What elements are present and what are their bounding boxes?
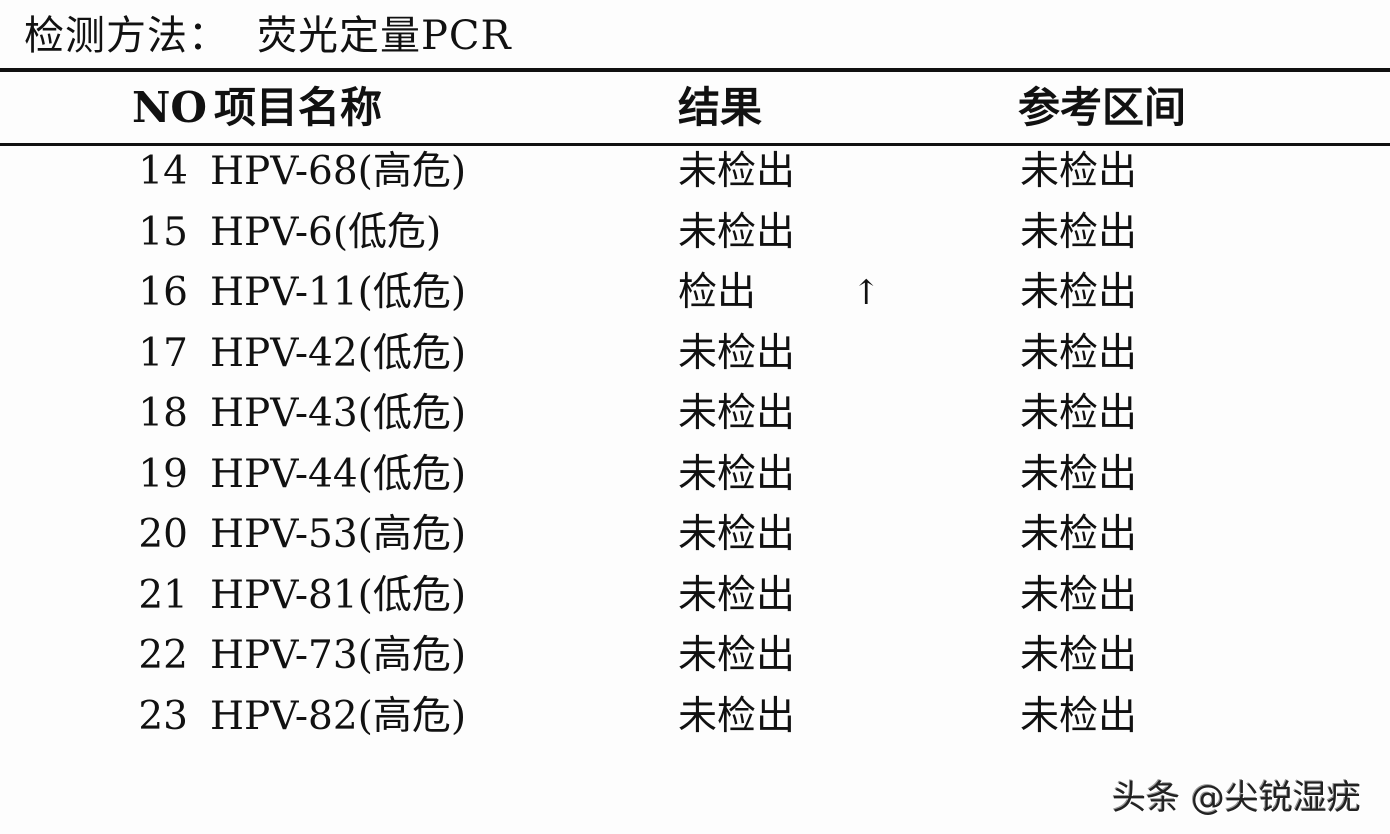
table-row: 23 HPV-82(高危) 未检出 未检出 <box>0 687 1390 747</box>
header-reference: 参考区间 <box>1018 83 1187 132</box>
watermark: 头条 @尖锐湿疣 <box>1112 778 1361 818</box>
cell-no: 16 <box>138 270 188 315</box>
cell-name: HPV-11(低危) <box>210 270 467 315</box>
cell-name: HPV-53(高危) <box>210 512 467 557</box>
header-no: NO <box>132 83 207 132</box>
cell-no: 14 <box>138 149 188 194</box>
table-row: 20 HPV-53(高危) 未检出 未检出 <box>0 505 1390 565</box>
cell-result: 检出 <box>678 270 757 315</box>
cell-reference: 未检出 <box>1020 451 1138 497</box>
cell-result: 未检出 <box>678 391 796 436</box>
test-method-value: 荧光定量PCR <box>257 13 512 59</box>
cell-name: HPV-73(高危) <box>210 633 467 678</box>
cell-reference: 未检出 <box>1020 633 1138 678</box>
cell-name: HPV-43(低危) <box>210 391 467 436</box>
cell-result: 未检出 <box>678 572 796 618</box>
cell-reference: 未检出 <box>1020 209 1138 255</box>
cell-result: 未检出 <box>678 149 796 194</box>
abnormal-flag: ↑ <box>852 273 881 313</box>
cell-result: 未检出 <box>678 512 796 557</box>
cell-result: 未检出 <box>678 451 796 497</box>
test-method: 检测方法： 荧光定量PCR <box>24 8 512 64</box>
table-row: 14 HPV-68(高危) 未检出 未检出 <box>0 142 1390 202</box>
cell-name: HPV-44(低危) <box>210 451 467 497</box>
table-row: 22 HPV-73(高危) 未检出 未检出 <box>0 626 1390 686</box>
table-row: 19 HPV-44(低危) 未检出 未检出 <box>0 445 1390 505</box>
table-row: 17 HPV-42(低危) 未检出 未检出 <box>0 324 1390 384</box>
cell-no: 23 <box>138 693 188 739</box>
cell-result: 未检出 <box>678 330 796 376</box>
cell-no: 19 <box>138 451 188 497</box>
cell-reference: 未检出 <box>1020 572 1138 618</box>
cell-reference: 未检出 <box>1020 149 1138 194</box>
cell-name: HPV-6(低危) <box>210 209 442 255</box>
cell-no: 18 <box>138 391 188 436</box>
header-result: 结果 <box>678 83 763 132</box>
cell-reference: 未检出 <box>1020 693 1138 739</box>
test-method-label: 检测方法： <box>24 13 229 59</box>
table-row: 21 HPV-81(低危) 未检出 未检出 <box>0 566 1390 626</box>
table-row: 15 HPV-6(低危) 未检出 未检出 <box>0 203 1390 263</box>
cell-name: HPV-81(低危) <box>210 572 467 618</box>
cell-result: 未检出 <box>678 633 796 678</box>
header-bottom-rule <box>0 143 1390 146</box>
cell-reference: 未检出 <box>1020 330 1138 376</box>
cell-name: HPV-82(高危) <box>210 693 467 739</box>
table-top-rule <box>0 68 1390 72</box>
cell-reference: 未检出 <box>1020 391 1138 436</box>
cell-result: 未检出 <box>678 693 796 739</box>
cell-result: 未检出 <box>678 209 796 255</box>
cell-name: HPV-42(低危) <box>210 330 467 376</box>
cell-no: 22 <box>138 633 188 678</box>
cell-no: 17 <box>138 330 188 376</box>
cell-reference: 未检出 <box>1020 512 1138 557</box>
cell-no: 21 <box>138 572 188 618</box>
table-row: 16 HPV-11(低危) 检出 ↑ 未检出 <box>0 263 1390 323</box>
header-name: 项目名称 <box>214 83 383 132</box>
table-row: 18 HPV-43(低危) 未检出 未检出 <box>0 384 1390 444</box>
cell-no: 20 <box>138 512 188 557</box>
cell-no: 15 <box>138 209 188 255</box>
cell-reference: 未检出 <box>1020 270 1138 315</box>
cell-name: HPV-68(高危) <box>210 149 467 194</box>
